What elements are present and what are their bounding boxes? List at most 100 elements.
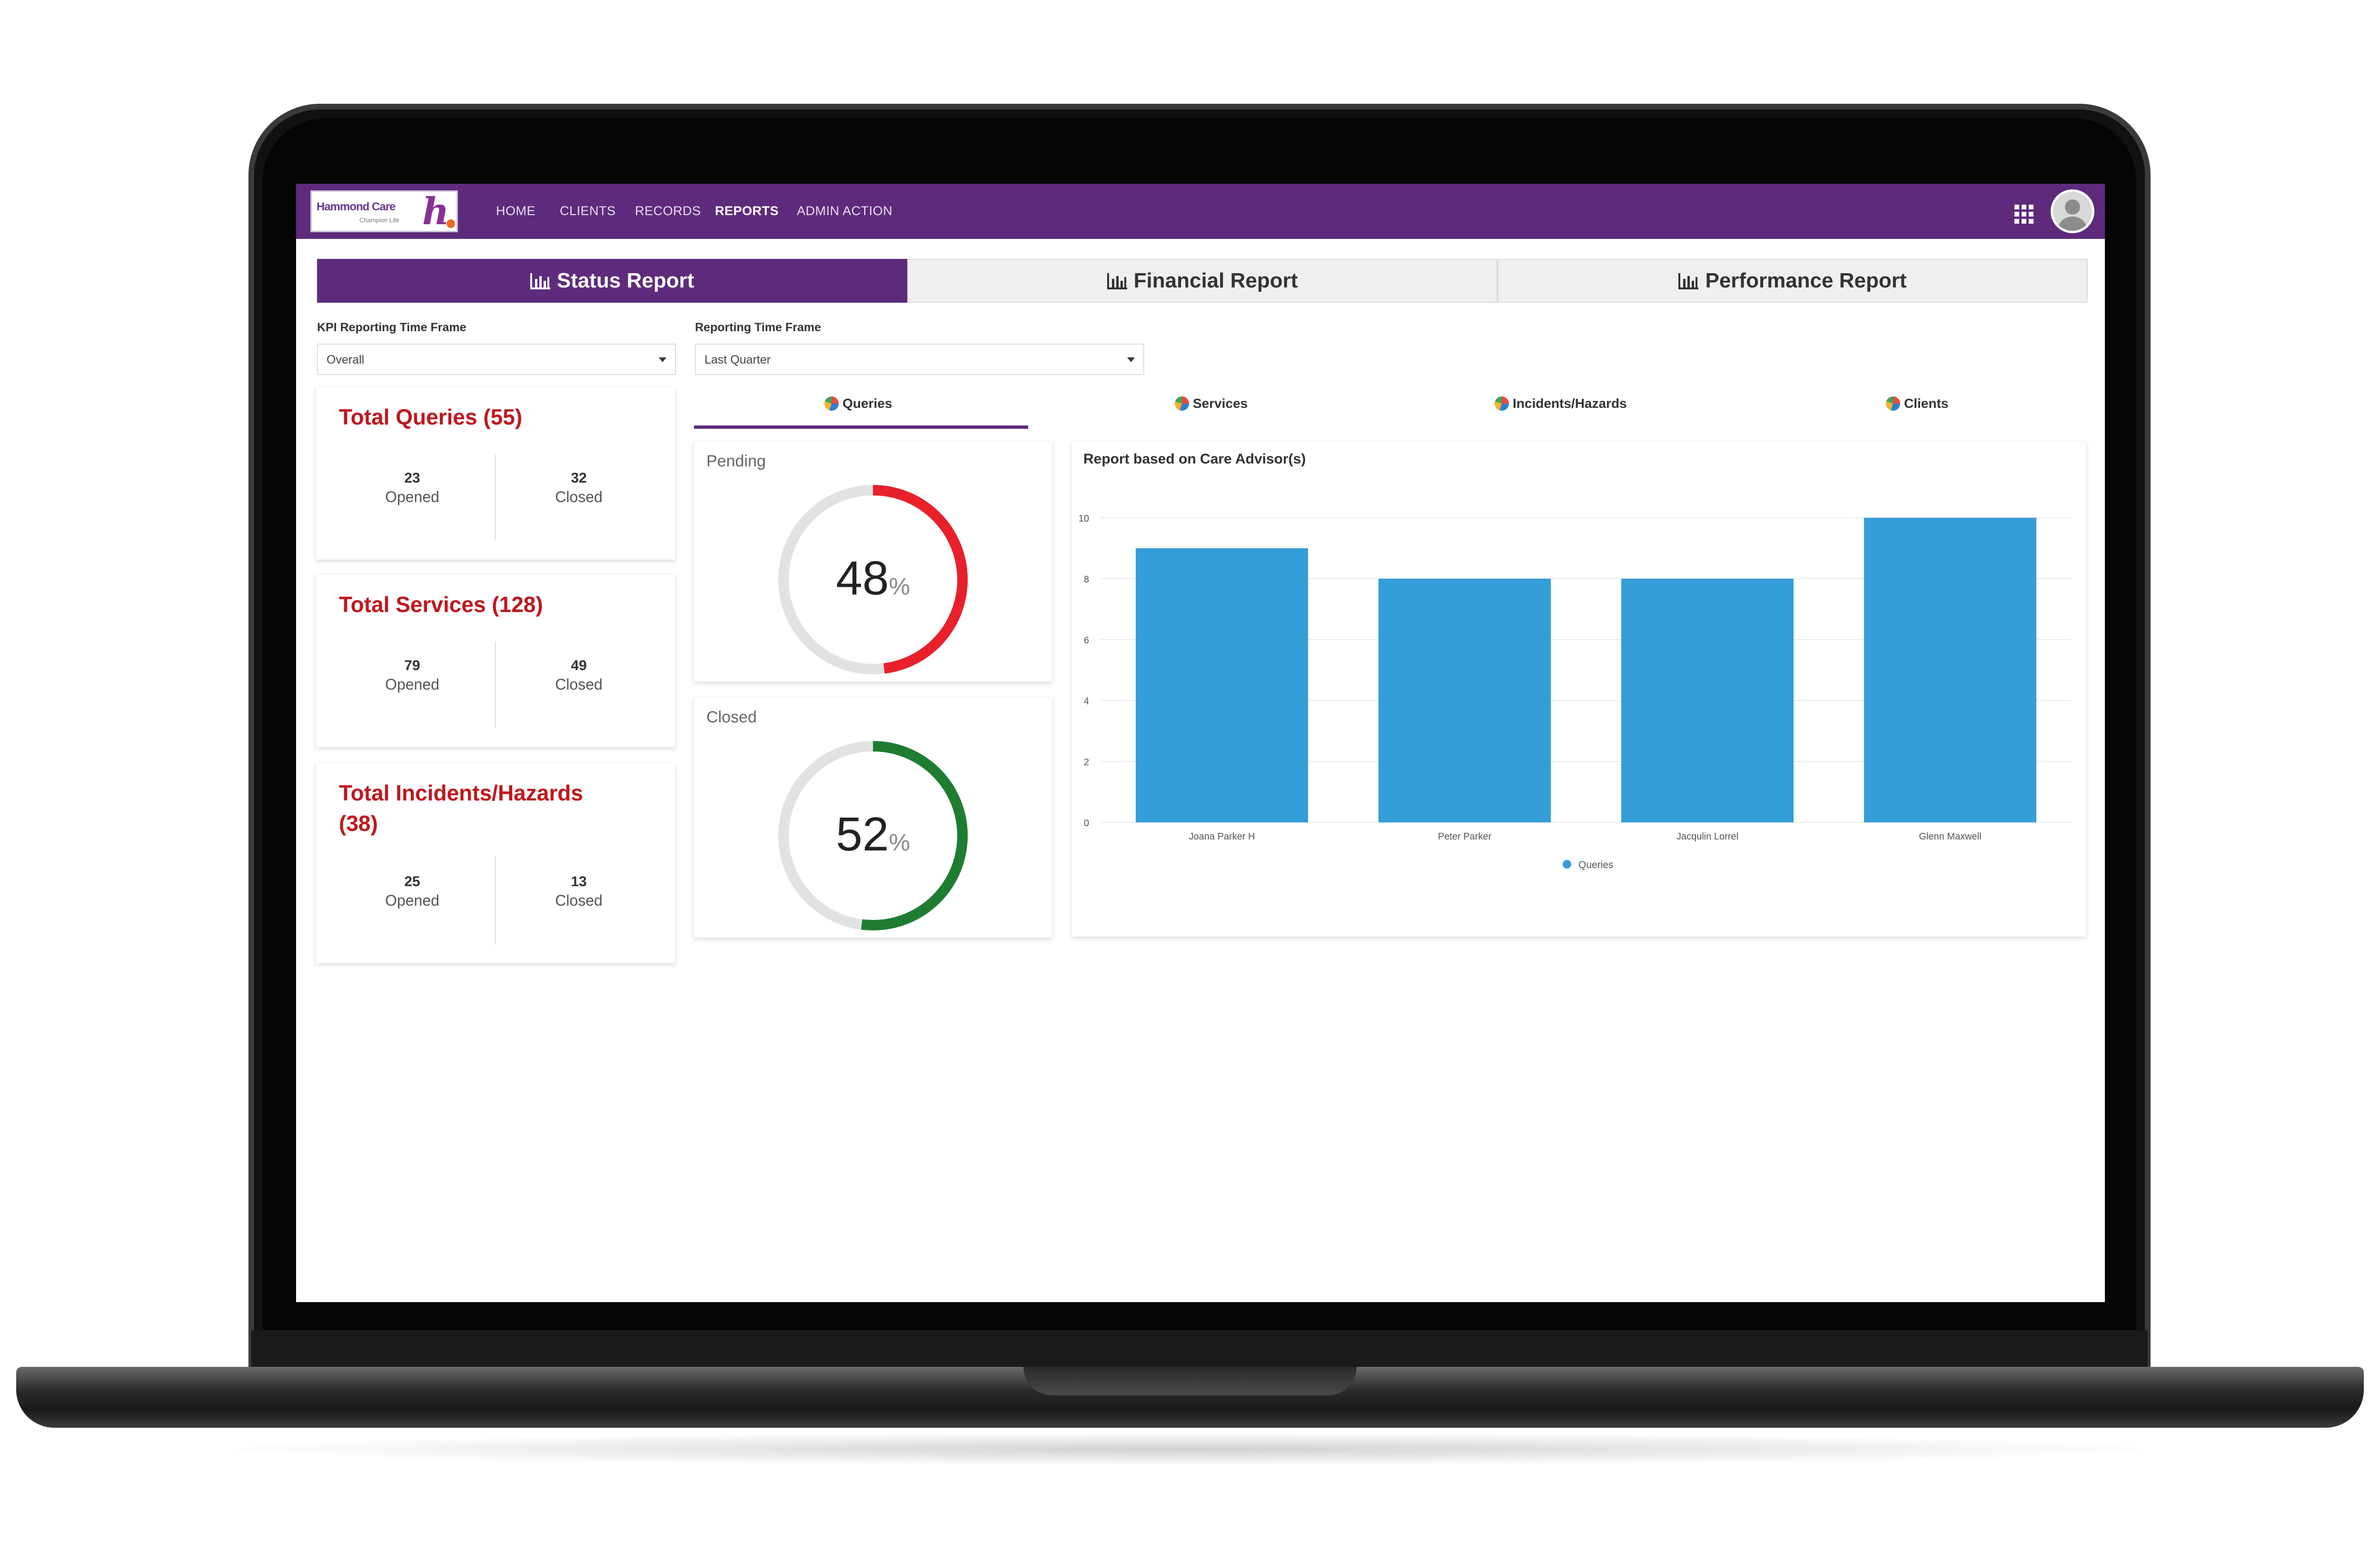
y-tick-label: 8 bbox=[1084, 574, 1089, 585]
subtab-services[interactable]: Services bbox=[1175, 396, 1248, 411]
kpi-closed-label: Closed bbox=[555, 488, 603, 505]
kpi-opened-stat: 79 Opened bbox=[365, 658, 460, 693]
nav-clients[interactable]: CLIENTS bbox=[560, 204, 616, 218]
legend-label: Queries bbox=[1578, 859, 1614, 870]
kpi-card-incidents: Total Incidents/Hazards (38) 25 Opened 1… bbox=[316, 763, 675, 963]
kpi-closed-count: 32 bbox=[571, 470, 587, 486]
kpi-closed-count: 13 bbox=[571, 874, 587, 889]
x-tick-label: Peter Parker bbox=[1438, 831, 1492, 842]
kpi-card-title: Total Queries (55) bbox=[339, 405, 523, 429]
pending-donut-chart bbox=[778, 485, 968, 674]
app-screen: Hammond Care Champion Life h HOME CLIENT… bbox=[296, 184, 2105, 1302]
bar-chart-icon bbox=[1107, 273, 1127, 289]
bar-glenn-maxwell bbox=[1864, 518, 2037, 822]
laptop-shadow bbox=[190, 1432, 2190, 1466]
nav-records[interactable]: RECORDS bbox=[635, 204, 701, 218]
tab-status-report-label: Status Report bbox=[556, 269, 694, 292]
pending-donut-card: Pending 48% bbox=[694, 442, 1052, 682]
tab-performance-report[interactable]: Performance Report bbox=[1497, 259, 2088, 303]
tab-performance-report-label: Performance Report bbox=[1705, 269, 1907, 292]
pending-percent: 48 bbox=[836, 552, 889, 605]
subtab-clients-label: Clients bbox=[1904, 396, 1949, 411]
kpi-opened-label: Opened bbox=[385, 676, 439, 693]
logo-text: Hammond Care bbox=[317, 200, 396, 213]
laptop-chin bbox=[251, 1330, 2148, 1371]
kpi-card-queries: Total Queries (55) 23 Opened 32 Closed bbox=[316, 387, 675, 560]
kpi-opened-stat: 23 Opened bbox=[365, 470, 460, 506]
care-advisor-chart-card: Report based on Care Advisor(s) 0 2 4 6 8 10 J… bbox=[1072, 442, 2086, 937]
kpi-opened-count: 23 bbox=[404, 470, 420, 486]
nav-admin-action[interactable]: ADMIN ACTION bbox=[797, 204, 893, 218]
kpi-opened-label: Opened bbox=[385, 488, 439, 505]
kpi-closed-label: Closed bbox=[555, 676, 603, 693]
logo-h-mark: h bbox=[422, 190, 449, 233]
closed-donut-chart bbox=[778, 741, 968, 930]
pie-chart-icon bbox=[1886, 396, 1900, 411]
kpi-closed-stat: 32 Closed bbox=[531, 470, 626, 506]
kpi-divider bbox=[495, 454, 496, 540]
pie-chart-icon bbox=[1175, 396, 1189, 411]
kpi-card-title: Total Incidents/Hazards bbox=[339, 780, 583, 805]
user-avatar[interactable] bbox=[2051, 189, 2094, 233]
pie-chart-icon bbox=[1495, 396, 1509, 411]
y-tick-label: 0 bbox=[1084, 818, 1089, 829]
kpi-timeframe-value: Overall bbox=[327, 353, 365, 366]
brand-logo[interactable]: Hammond Care Champion Life h bbox=[310, 190, 458, 232]
x-tick-label: Jacqulin Lorrel bbox=[1676, 831, 1738, 842]
subtab-queries[interactable]: Queries bbox=[824, 396, 892, 411]
closed-donut-arc bbox=[778, 741, 968, 930]
dropdown-caret-icon bbox=[1127, 357, 1135, 362]
logo-subtitle: Champion Life bbox=[359, 217, 399, 224]
kpi-opened-count: 79 bbox=[404, 658, 420, 673]
reporting-timeframe-label: Reporting Time Frame bbox=[695, 321, 821, 334]
kpi-opened-stat: 25 Opened bbox=[365, 874, 460, 909]
subtab-incidents-label: Incidents/Hazards bbox=[1513, 396, 1627, 411]
closed-donut-card: Closed 52% bbox=[694, 698, 1052, 938]
legend-swatch bbox=[1563, 860, 1571, 869]
subtab-services-label: Services bbox=[1193, 396, 1248, 411]
chart-title: Report based on Care Advisor(s) bbox=[1083, 451, 1306, 467]
closed-value: 52% bbox=[694, 807, 1052, 862]
kpi-closed-count: 49 bbox=[571, 658, 587, 673]
y-tick-label: 10 bbox=[1079, 514, 1089, 524]
percent-sign: % bbox=[889, 829, 910, 856]
subtab-queries-label: Queries bbox=[843, 396, 892, 411]
bar-chart-icon bbox=[530, 273, 550, 289]
pending-donut-arc bbox=[778, 485, 968, 674]
apps-grid-icon[interactable] bbox=[2014, 205, 2033, 224]
pie-chart-icon bbox=[824, 396, 839, 411]
nav-reports[interactable]: REPORTS bbox=[715, 204, 779, 218]
subtab-incidents-hazards[interactable]: Incidents/Hazards bbox=[1495, 396, 1627, 411]
laptop-notch bbox=[1023, 1367, 1357, 1395]
reporting-timeframe-value: Last Quarter bbox=[704, 353, 771, 366]
nav-home[interactable]: HOME bbox=[496, 204, 536, 218]
x-tick-label: Joana Parker H bbox=[1189, 831, 1255, 842]
active-subtab-indicator bbox=[694, 425, 1028, 429]
bar-joana-parker-h bbox=[1135, 548, 1309, 822]
kpi-timeframe-select[interactable]: Overall bbox=[317, 344, 676, 375]
closed-label: Closed bbox=[706, 708, 757, 726]
closed-percent: 52 bbox=[836, 808, 889, 861]
kpi-opened-label: Opened bbox=[385, 892, 439, 909]
bar-chart-icon bbox=[1678, 273, 1699, 289]
kpi-timeframe-label: KPI Reporting Time Frame bbox=[317, 321, 466, 334]
kpi-opened-count: 25 bbox=[404, 874, 420, 889]
logo-dot bbox=[446, 219, 455, 228]
pending-label: Pending bbox=[706, 452, 766, 470]
user-silhouette-icon bbox=[2053, 192, 2092, 231]
bar-jacqulin-lorrel bbox=[1621, 579, 1794, 822]
top-navbar: Hammond Care Champion Life h HOME CLIENT… bbox=[296, 184, 2105, 239]
dropdown-caret-icon bbox=[659, 357, 666, 362]
tab-financial-report[interactable]: Financial Report bbox=[907, 259, 1497, 303]
reporting-timeframe-select[interactable]: Last Quarter bbox=[695, 344, 1144, 375]
care-advisor-bar-chart: 0 2 4 6 8 10 Joana Parker H Peter Parker Jacquli… bbox=[1079, 514, 2072, 870]
kpi-closed-stat: 49 Closed bbox=[531, 658, 626, 693]
tab-status-report[interactable]: Status Report bbox=[317, 259, 907, 303]
y-tick-label: 4 bbox=[1084, 696, 1089, 707]
subtab-clients[interactable]: Clients bbox=[1886, 396, 1948, 411]
kpi-divider bbox=[495, 642, 496, 727]
x-tick-label: Glenn Maxwell bbox=[1919, 831, 1981, 842]
percent-sign: % bbox=[889, 573, 910, 600]
y-tick-label: 6 bbox=[1084, 635, 1089, 646]
